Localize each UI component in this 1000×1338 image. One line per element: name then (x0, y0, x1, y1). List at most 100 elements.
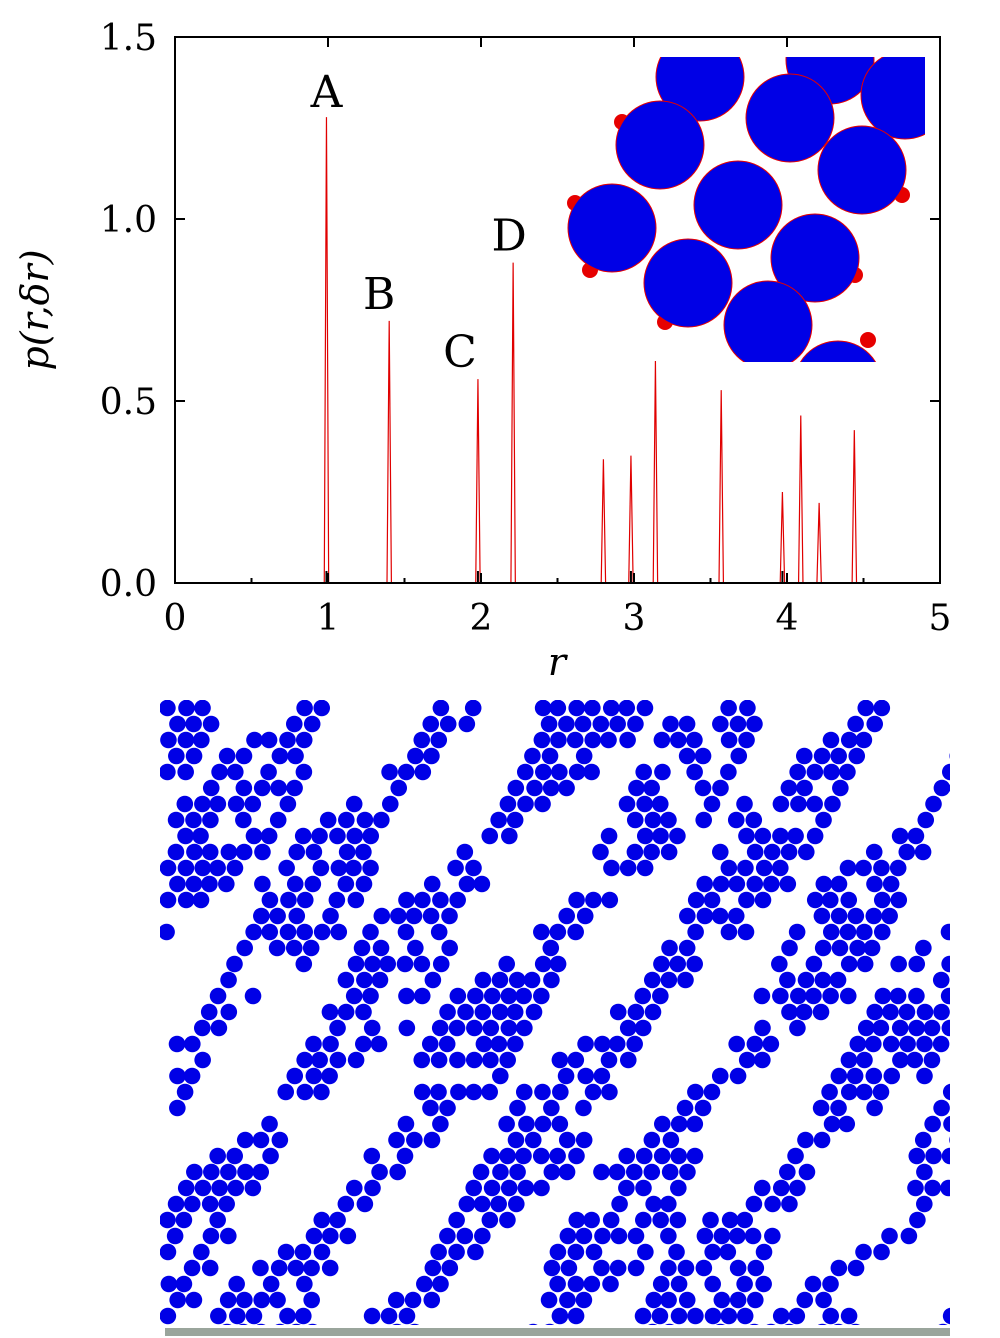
packing-particle (202, 1227, 220, 1245)
packing-particle (219, 1291, 237, 1309)
packing-particle (474, 971, 492, 989)
packing-particle (177, 1179, 195, 1197)
packing-particle (183, 1259, 201, 1277)
packing-particle (313, 700, 331, 717)
packing-particle (694, 779, 712, 797)
packing-particle (781, 1003, 798, 1021)
packing-particle (833, 1323, 843, 1325)
packing-particle (467, 1243, 484, 1261)
packing-particle (941, 1147, 950, 1165)
packing-particle (524, 1131, 542, 1149)
packing-particle (549, 1147, 566, 1165)
packing-particle (431, 1019, 449, 1037)
packing-particle (355, 1035, 372, 1053)
packing-particle (727, 907, 745, 925)
packing-particle (848, 747, 866, 765)
packing-particle (643, 971, 661, 989)
packing-particle (252, 1259, 269, 1277)
packing-particle (193, 1019, 211, 1037)
packing-particle (779, 875, 797, 893)
packing-particle (390, 907, 407, 925)
packing-particle (372, 939, 390, 957)
packing-particle (364, 955, 381, 973)
packing-particle (960, 988, 977, 1005)
packing-particle (618, 1147, 635, 1165)
y-tick-label: 1.5 (100, 18, 157, 59)
packing-particle (669, 827, 686, 845)
packing-particle (423, 875, 441, 893)
packing-particle (540, 1291, 558, 1309)
packing-particle (755, 1243, 773, 1261)
packing-particle (924, 1115, 941, 1133)
packing-particle (686, 955, 703, 973)
packing-particle (567, 1275, 585, 1293)
x-axis-label: r (548, 640, 569, 684)
packing-particle (806, 827, 824, 845)
packing-particle (396, 955, 414, 973)
packing-particle (507, 1131, 525, 1149)
packing-particle (416, 1275, 433, 1293)
packing-particle (772, 827, 789, 845)
packing-particle (817, 1323, 827, 1325)
packing-particle (287, 1259, 305, 1277)
packing-particle (749, 1323, 759, 1325)
packing-particle (313, 1243, 331, 1261)
packing-particle (670, 1307, 688, 1325)
packing-particle (601, 891, 619, 909)
packing-particle (498, 1115, 515, 1133)
packing-particle (830, 1259, 848, 1277)
packing-particle (829, 971, 847, 989)
large-particle (693, 160, 783, 250)
packing-particle (890, 955, 907, 973)
packing-particle (754, 827, 772, 845)
packing-particle (517, 795, 534, 813)
packing-particle (738, 1051, 756, 1069)
packing-particle (653, 1147, 671, 1165)
packing-particle (619, 859, 637, 877)
packing-particle (625, 1163, 643, 1181)
packing-particle (840, 891, 858, 909)
packing-particle (594, 1227, 611, 1245)
packing-particle (583, 1275, 601, 1293)
packing-particle (660, 1227, 677, 1245)
packing-particle (916, 1035, 933, 1053)
packing-particle (237, 1163, 254, 1181)
packing-particle (534, 763, 552, 781)
packing-particle (499, 1147, 516, 1165)
packing-particle (430, 1051, 448, 1069)
packing-particle (362, 859, 379, 877)
packing-particle (294, 827, 312, 845)
spike-mark (628, 455, 634, 584)
packing-particle (679, 907, 696, 925)
packing-particle (592, 843, 609, 861)
packing-particle (602, 700, 620, 717)
packing-particle (618, 1179, 635, 1197)
packing-particle (575, 1291, 593, 1309)
packing-particle (959, 764, 976, 781)
packing-particle (838, 1115, 856, 1133)
packing-particle (277, 1243, 295, 1261)
packing-particle (509, 1099, 526, 1117)
packing-particle (839, 859, 857, 877)
packing-particle (567, 1051, 585, 1069)
packing-particle (812, 1099, 830, 1117)
packing-particle (371, 971, 389, 989)
packing-particle (338, 811, 355, 829)
packing-particle (481, 1083, 498, 1101)
packing-particle (781, 939, 798, 957)
packing-particle (678, 939, 696, 957)
packing-particle (305, 1227, 323, 1245)
packing-particle (506, 1035, 524, 1053)
packing-particle (483, 1147, 500, 1165)
packing-particle (712, 875, 730, 893)
packing-particle (738, 891, 755, 909)
spike-mark (600, 459, 607, 584)
packing-particle (661, 1163, 679, 1181)
packing-particle (551, 1115, 569, 1133)
packing-particle (677, 1259, 695, 1277)
packing-particle (337, 971, 355, 989)
packing-particle (873, 891, 891, 909)
packing-particle (498, 955, 516, 973)
packing-particle (635, 1147, 653, 1165)
packing-particle (285, 715, 303, 733)
